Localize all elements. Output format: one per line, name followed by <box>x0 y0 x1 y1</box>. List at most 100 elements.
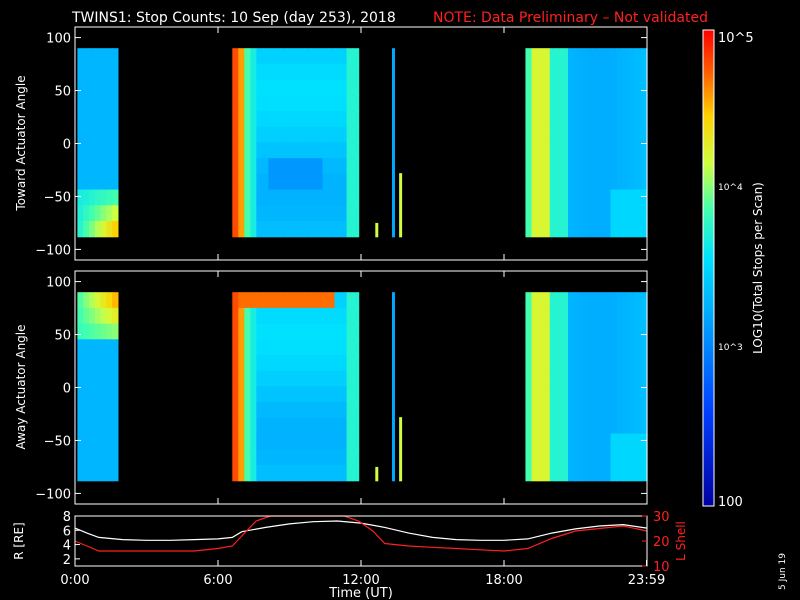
away-cell <box>112 355 119 372</box>
away-cell <box>298 449 306 466</box>
toward-cell <box>83 205 90 222</box>
away-cell <box>604 402 612 419</box>
away-cell <box>610 355 618 372</box>
away-cell <box>88 323 96 340</box>
away-cell <box>525 464 533 482</box>
toward-cell <box>256 142 263 159</box>
toward-cell <box>280 205 288 222</box>
toward-cell <box>610 95 618 112</box>
away-cell <box>622 323 630 340</box>
toward-cell <box>340 220 348 238</box>
away-cell <box>112 307 119 325</box>
colorbar-tick-1e3: 10^3 <box>718 343 743 353</box>
away-cell <box>580 307 587 325</box>
away-cell <box>598 402 606 419</box>
toward-cell <box>298 189 306 206</box>
toward-cell <box>598 205 606 222</box>
toward-cell <box>586 95 593 112</box>
toward-cell <box>340 142 348 159</box>
toward-cell <box>256 173 263 191</box>
toward-cell <box>340 48 348 65</box>
away-cell <box>280 355 288 372</box>
away-cell <box>244 464 251 482</box>
toward-cell <box>286 63 294 81</box>
away-cell <box>616 433 624 450</box>
away-cell <box>94 323 102 340</box>
away-cell <box>525 370 533 388</box>
away-cell <box>100 307 107 325</box>
away-ytick-label: 0 <box>63 382 71 397</box>
away-cell <box>232 433 239 450</box>
away-cell <box>346 292 354 309</box>
toward-cell <box>604 189 612 206</box>
toward-cell <box>531 142 539 159</box>
away-cell <box>598 307 606 325</box>
toward-cell <box>525 79 533 96</box>
away-cell <box>268 464 276 482</box>
toward-cell <box>346 173 354 191</box>
toward-cell <box>628 173 636 191</box>
away-cell <box>100 417 107 435</box>
away-cell <box>525 402 533 419</box>
away-cell <box>531 433 539 450</box>
away-cell <box>268 402 276 419</box>
toward-cell <box>628 111 636 128</box>
toward-cell <box>549 173 557 191</box>
away-cell <box>622 417 630 435</box>
away-cell <box>256 323 263 340</box>
away-cell <box>256 292 263 309</box>
away-cell <box>106 323 113 340</box>
away-cell <box>531 370 539 388</box>
toward-cell <box>634 111 642 128</box>
toward-cell <box>561 48 569 65</box>
chart-title: TWINS1: Stop Counts: 10 Sep (day 253), 2… <box>71 10 396 26</box>
toward-cell <box>346 189 354 206</box>
toward-cell <box>244 158 251 175</box>
away-cell <box>567 433 575 450</box>
toward-cell <box>340 126 348 144</box>
toward-cell <box>262 79 269 96</box>
away-cell <box>543 402 551 419</box>
away-cell <box>316 355 324 372</box>
toward-cell <box>537 189 545 206</box>
toward-cell <box>555 205 563 222</box>
away-cell <box>604 370 612 388</box>
away-cell <box>622 370 630 388</box>
toward-cell <box>592 173 599 191</box>
orbit-left-y-label: R [RE] <box>12 522 26 559</box>
away-cell <box>567 292 575 309</box>
away-cell <box>250 339 257 356</box>
toward-cell <box>83 220 90 238</box>
toward-cell <box>94 95 102 112</box>
away-cell <box>640 370 648 388</box>
away-cell <box>77 292 84 309</box>
away-cell <box>634 402 642 419</box>
toward-cell <box>537 111 545 128</box>
away-cell <box>543 464 551 482</box>
toward-cell <box>592 189 599 206</box>
toward-cell <box>250 111 257 128</box>
toward-cell <box>88 95 96 112</box>
toward-cell <box>604 158 612 175</box>
away-cell <box>83 307 90 325</box>
toward-cell <box>100 126 107 144</box>
colorbar-tick-1e5: 10^5 <box>718 31 754 46</box>
away-cell <box>628 449 636 466</box>
away-cell <box>543 307 551 325</box>
toward-cell <box>280 189 288 206</box>
away-cell <box>586 370 593 388</box>
toward-cell <box>256 79 263 96</box>
away-cell <box>622 402 630 419</box>
toward-cell <box>310 63 318 81</box>
toward-cell <box>244 79 251 96</box>
toward-cell <box>310 79 318 96</box>
toward-cell <box>112 158 119 175</box>
away-cell <box>112 323 119 340</box>
away-cell <box>525 307 533 325</box>
away-cell <box>328 449 336 466</box>
away-cell <box>304 355 312 372</box>
away-cell <box>280 370 288 388</box>
away-heatmap-panel <box>77 292 648 482</box>
toward-cell <box>232 111 239 128</box>
toward-cell <box>346 205 354 222</box>
